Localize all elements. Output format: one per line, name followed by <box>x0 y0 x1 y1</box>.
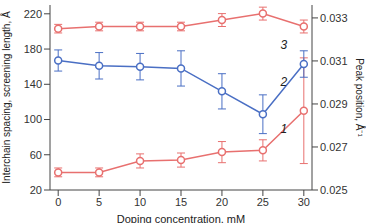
svg-text:20: 20 <box>216 196 228 208</box>
svg-text:20: 20 <box>30 184 42 196</box>
svg-text:0.025: 0.025 <box>320 184 348 196</box>
svg-text:5: 5 <box>96 196 102 208</box>
svg-text:15: 15 <box>175 196 187 208</box>
svg-text:3: 3 <box>280 38 287 52</box>
svg-text:140: 140 <box>24 78 42 90</box>
svg-text:Doping concentration, mM: Doping concentration, mM <box>117 213 245 223</box>
svg-text:0.031: 0.031 <box>320 55 348 67</box>
svg-text:0.029: 0.029 <box>320 98 348 110</box>
svg-text:25: 25 <box>257 196 269 208</box>
svg-text:0.033: 0.033 <box>320 12 348 24</box>
svg-text:180: 180 <box>24 43 42 55</box>
svg-text:Peak position, Å⁻¹: Peak position, Å⁻¹ <box>354 58 358 137</box>
svg-text:220: 220 <box>24 8 42 20</box>
svg-text:30: 30 <box>298 196 310 208</box>
svg-text:2: 2 <box>279 75 287 89</box>
svg-text:0.027: 0.027 <box>320 141 348 153</box>
svg-text:Interchain spacing, screening: Interchain spacing, screening length, Å <box>8 11 12 184</box>
svg-text:100: 100 <box>24 113 42 125</box>
svg-text:1: 1 <box>280 122 287 136</box>
svg-text:0: 0 <box>55 196 61 208</box>
svg-text:10: 10 <box>134 196 146 208</box>
svg-text:60: 60 <box>30 149 42 161</box>
